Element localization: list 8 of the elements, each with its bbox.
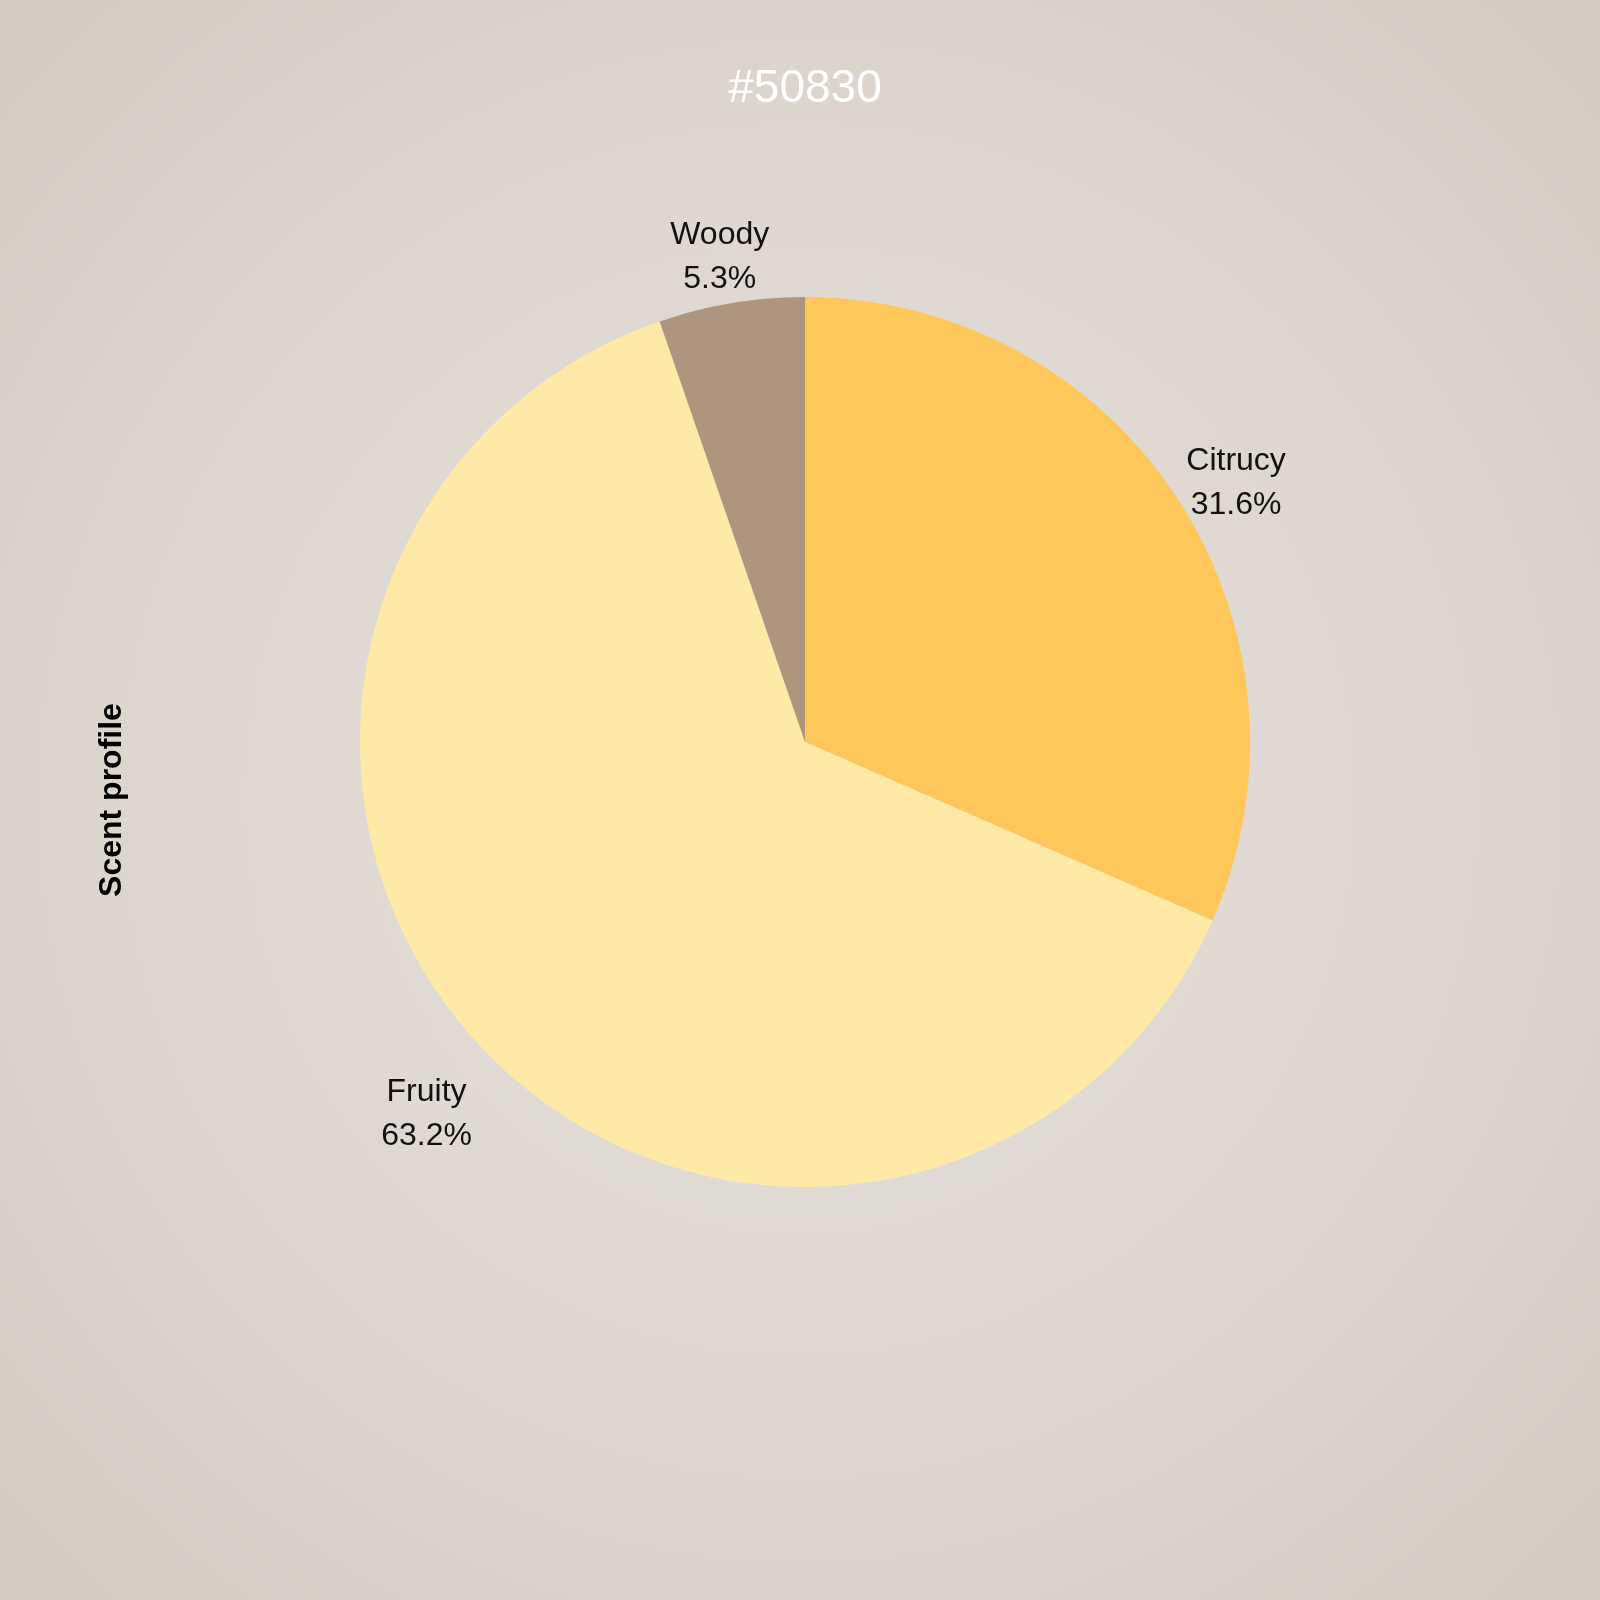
data-label: 5.3% [683,259,757,296]
slice-label: Fruity [386,1072,467,1109]
pie-slice [659,297,805,742]
data-label: 63.2% [381,1116,472,1153]
slice-label: Woody [670,215,770,252]
slice-label: Citrucy [1186,441,1286,478]
text: Scent profile [91,703,129,897]
data-label: 31.6% [1190,485,1282,522]
